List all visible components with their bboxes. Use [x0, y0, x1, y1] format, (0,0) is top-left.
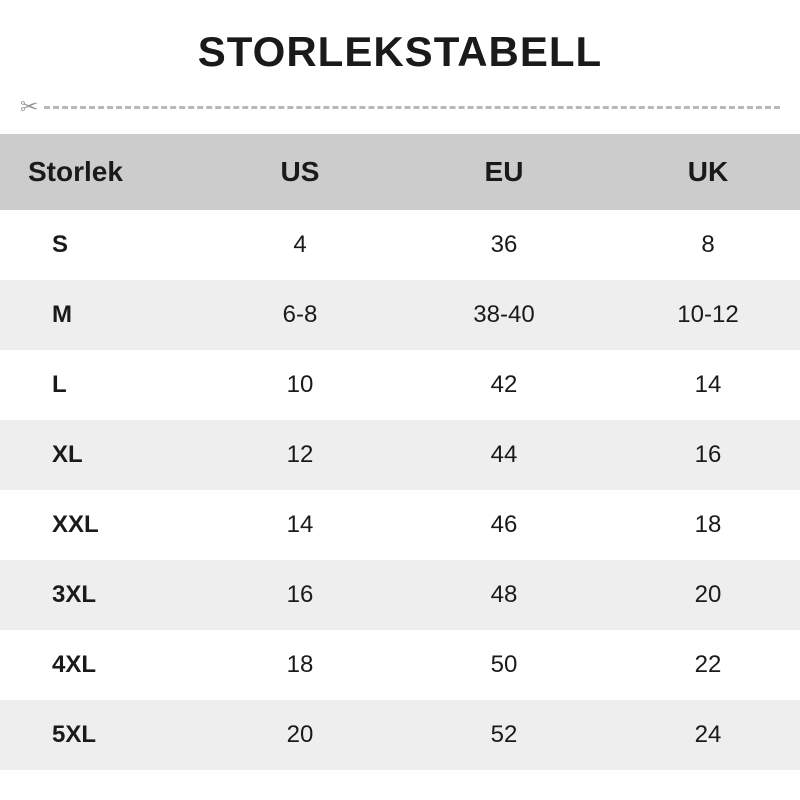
cell-eu: 50: [392, 630, 616, 700]
table-row: 5XL 20 52 24: [0, 700, 800, 770]
scissors-icon: ✂: [20, 94, 38, 120]
cell-uk: 20: [616, 560, 800, 630]
cell-size: M: [0, 280, 208, 350]
cell-us: 14: [208, 490, 392, 560]
cell-eu: 48: [392, 560, 616, 630]
cell-eu: 42: [392, 350, 616, 420]
table-row: S 4 36 8: [0, 210, 800, 280]
cell-eu: 36: [392, 210, 616, 280]
col-header-eu: EU: [392, 134, 616, 210]
cell-size: XL: [0, 420, 208, 490]
cell-us: 18: [208, 630, 392, 700]
cell-us: 16: [208, 560, 392, 630]
table-row: L 10 42 14: [0, 350, 800, 420]
cell-uk: 8: [616, 210, 800, 280]
cell-eu: 46: [392, 490, 616, 560]
table-header-row: Storlek US EU UK: [0, 134, 800, 210]
page-title: STORLEKSTABELL: [0, 0, 800, 94]
table-row: XL 12 44 16: [0, 420, 800, 490]
cell-us: 6-8: [208, 280, 392, 350]
cell-eu: 38-40: [392, 280, 616, 350]
cell-eu: 44: [392, 420, 616, 490]
cell-size: XXL: [0, 490, 208, 560]
cell-us: 10: [208, 350, 392, 420]
cell-us: 12: [208, 420, 392, 490]
table-row: M 6-8 38-40 10-12: [0, 280, 800, 350]
col-header-us: US: [208, 134, 392, 210]
cell-uk: 22: [616, 630, 800, 700]
table-row: 3XL 16 48 20: [0, 560, 800, 630]
cell-uk: 14: [616, 350, 800, 420]
cell-size: S: [0, 210, 208, 280]
cell-uk: 18: [616, 490, 800, 560]
cell-size: 3XL: [0, 560, 208, 630]
cell-uk: 24: [616, 700, 800, 770]
table-row: XXL 14 46 18: [0, 490, 800, 560]
size-table: Storlek US EU UK S 4 36 8 M 6-8 38-40 10…: [0, 134, 800, 770]
cell-size: 4XL: [0, 630, 208, 700]
size-chart-container: STORLEKSTABELL ✂ Storlek US EU UK S 4 36…: [0, 0, 800, 770]
table-row: 4XL 18 50 22: [0, 630, 800, 700]
cell-size: 5XL: [0, 700, 208, 770]
cell-uk: 16: [616, 420, 800, 490]
col-header-uk: UK: [616, 134, 800, 210]
cell-eu: 52: [392, 700, 616, 770]
cell-uk: 10-12: [616, 280, 800, 350]
cell-us: 4: [208, 210, 392, 280]
cell-us: 20: [208, 700, 392, 770]
cut-divider: ✂: [0, 94, 800, 134]
col-header-size: Storlek: [0, 134, 208, 210]
cell-size: L: [0, 350, 208, 420]
dashed-line: [44, 106, 780, 109]
